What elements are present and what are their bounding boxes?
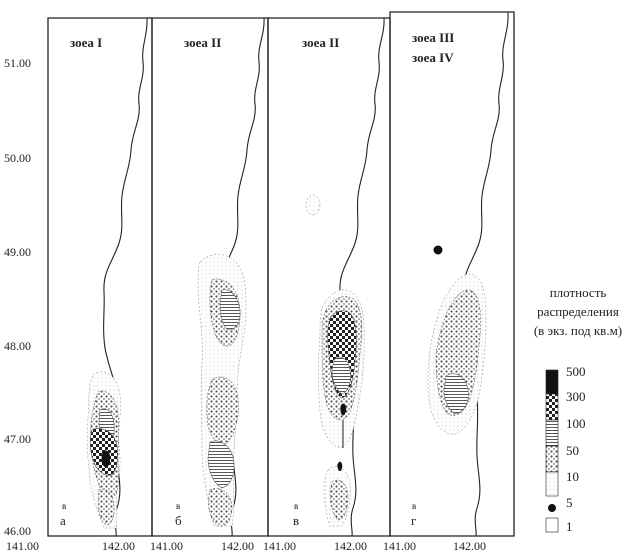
panel-b-zone-4 — [206, 376, 239, 445]
legend-swatch-50 — [545, 445, 559, 473]
panel-b: зоеа II в б — [151, 17, 269, 537]
panel-b-letter: б — [175, 513, 182, 528]
panel-d-zone-title-2: зоеа IV — [412, 50, 454, 65]
y-label-50: 50.00 — [4, 151, 31, 165]
panel-d-marker: в — [412, 501, 416, 511]
legend-level-5: 5 — [566, 495, 573, 510]
x-label-b-left: 141.00 — [150, 539, 183, 552]
panel-c-zone-5 — [340, 403, 347, 416]
x-label-a-right: 142.00 — [102, 539, 135, 552]
panel-b-zones — [197, 254, 247, 527]
panel-d-frame — [389, 11, 515, 537]
panel-c-marker: в — [294, 501, 298, 511]
legend-swatch-300 — [545, 393, 559, 421]
x-label-b-right: 142.00 — [221, 539, 254, 552]
x-label-c-left: 141.00 — [263, 539, 296, 552]
panel-c-zone-8 — [337, 461, 343, 472]
legend-level-300: 300 — [566, 389, 586, 404]
x-label-d-left: 141.00 — [383, 539, 416, 552]
panel-d-zones — [427, 273, 487, 435]
panel-c-coastline — [339, 17, 385, 537]
x-label-c-right: 142.00 — [334, 539, 367, 552]
panel-c-zones — [318, 289, 365, 527]
panel-a: зоеа I в а — [47, 17, 153, 537]
legend-level-1: 1 — [566, 519, 573, 534]
panel-c-frame — [267, 17, 391, 537]
panel-a-letter: а — [60, 513, 66, 528]
x-axis: 141.00 142.00 141.00 142.00 141.00 142.0… — [6, 539, 486, 552]
panel-a-marker: в — [62, 501, 66, 511]
panel-a-zone-5 — [101, 450, 111, 468]
legend-swatch-1 — [545, 517, 559, 533]
y-label-47: 47.00 — [4, 432, 31, 446]
panel-d-zone-3 — [443, 373, 469, 415]
panel-c-zone-title: зоеа II — [302, 35, 339, 50]
legend-swatch-100 — [545, 419, 559, 447]
legend-level-500: 500 — [566, 364, 586, 379]
panel-b-marker: в — [176, 501, 180, 511]
panel-c: зоеа II в в — [267, 17, 391, 537]
legend-level-50: 50 — [566, 443, 579, 458]
panel-a-zones — [86, 371, 121, 529]
panel-c-letter: в — [293, 513, 299, 528]
legend-swatch-500 — [545, 369, 559, 395]
x-label-d-right: 142.00 — [453, 539, 486, 552]
panel-c-zone-4 — [331, 357, 351, 395]
y-label-49: 49.00 — [4, 245, 31, 259]
y-label-48: 48.00 — [4, 339, 31, 353]
legend-title-line-2: распределения — [537, 304, 619, 319]
panel-b-zone-5 — [207, 440, 235, 489]
y-label-51: 51.00 — [4, 56, 31, 70]
legend-swatch-5 — [548, 504, 556, 512]
panel-b-zone-3 — [219, 289, 241, 331]
x-label-a-left: 141.00 — [6, 539, 39, 552]
y-axis: 51.00 50.00 49.00 48.00 47.00 46.00 — [4, 56, 31, 538]
panel-d-letter: г — [411, 513, 416, 528]
legend-swatch-10 — [545, 471, 559, 497]
y-label-46: 46.00 — [4, 524, 31, 538]
panel-c-zone-7 — [329, 479, 349, 521]
panel-d-zone-title: зоеа III — [412, 30, 454, 45]
legend-level-100: 100 — [566, 416, 586, 431]
panel-b-zone-6 — [208, 488, 233, 527]
panel-a-zone-title: зоеа I — [70, 35, 102, 50]
panel-d: зоеа III зоеа IV в г — [389, 11, 515, 537]
legend-level-10: 10 — [566, 469, 579, 484]
panel-d-coastline — [463, 11, 509, 537]
legend: плотность распределения (в экз. под кв.м… — [534, 285, 622, 534]
legend-title-line-1: плотность — [550, 285, 607, 300]
panel-b-zone-title: зоеа II — [184, 35, 221, 50]
panel-a-zone-6 — [97, 488, 115, 526]
legend-title-line-3: (в экз. под кв.м) — [534, 323, 622, 338]
panel-d-isolated-dot — [433, 245, 443, 255]
panel-c-isolated-spot — [305, 194, 321, 216]
